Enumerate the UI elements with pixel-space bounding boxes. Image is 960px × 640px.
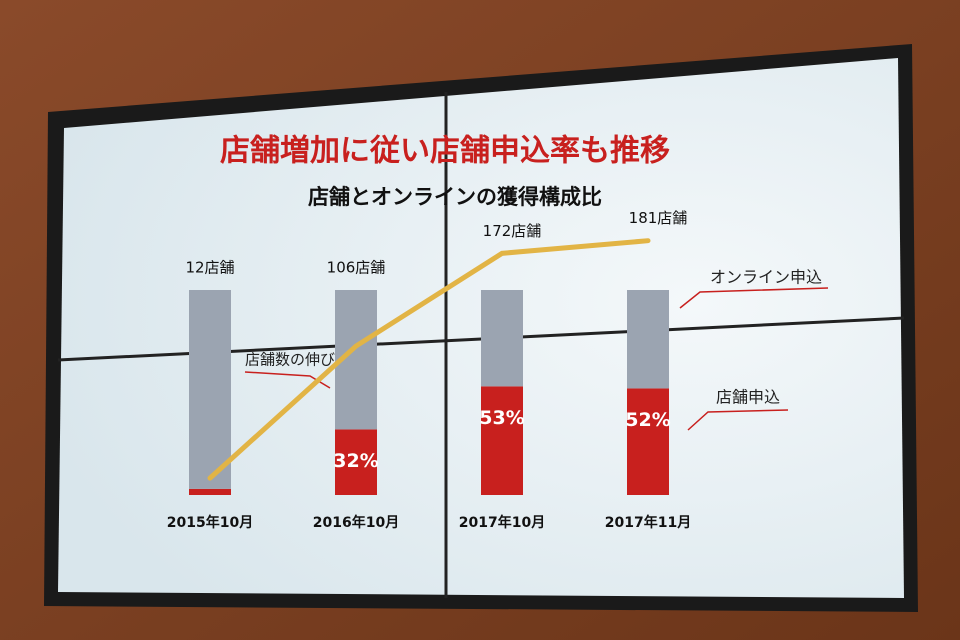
- data-label: 53%: [479, 407, 524, 429]
- data-label: 12店舗: [185, 259, 234, 277]
- bar-segment: [189, 290, 231, 489]
- bar-segment: [481, 290, 523, 387]
- x-tick-label: 2017年10月: [459, 514, 545, 531]
- chart-title: 店舗増加に従い店舗申込率も推移: [220, 134, 670, 169]
- legend-label: 店舗申込: [716, 388, 780, 407]
- bar-segment: [335, 429, 377, 495]
- data-label: 172店舗: [483, 222, 542, 240]
- bar-segment: [481, 386, 523, 495]
- callout-line: [679, 287, 829, 309]
- x-tick-label: 2016年10月: [313, 514, 399, 531]
- bar-segment: [189, 488, 231, 495]
- data-label: 52%: [625, 409, 670, 431]
- legend-label: 店舗数の伸び: [245, 351, 335, 369]
- legend-label: オンライン申込: [710, 268, 822, 287]
- bar-segment: [627, 388, 669, 495]
- bar-segment: [627, 290, 669, 389]
- callout-line: [687, 409, 789, 431]
- x-tick-label: 2017年11月: [605, 514, 691, 531]
- callout-line: [244, 371, 331, 389]
- data-label: 32%: [333, 450, 378, 472]
- chart-subtitle: 店舗とオンラインの獲得構成比: [308, 185, 602, 209]
- line: [207, 238, 651, 481]
- x-tick-label: 2015年10月: [167, 514, 253, 531]
- data-label: 181店舗: [629, 209, 688, 227]
- data-label: 106店舗: [327, 259, 386, 277]
